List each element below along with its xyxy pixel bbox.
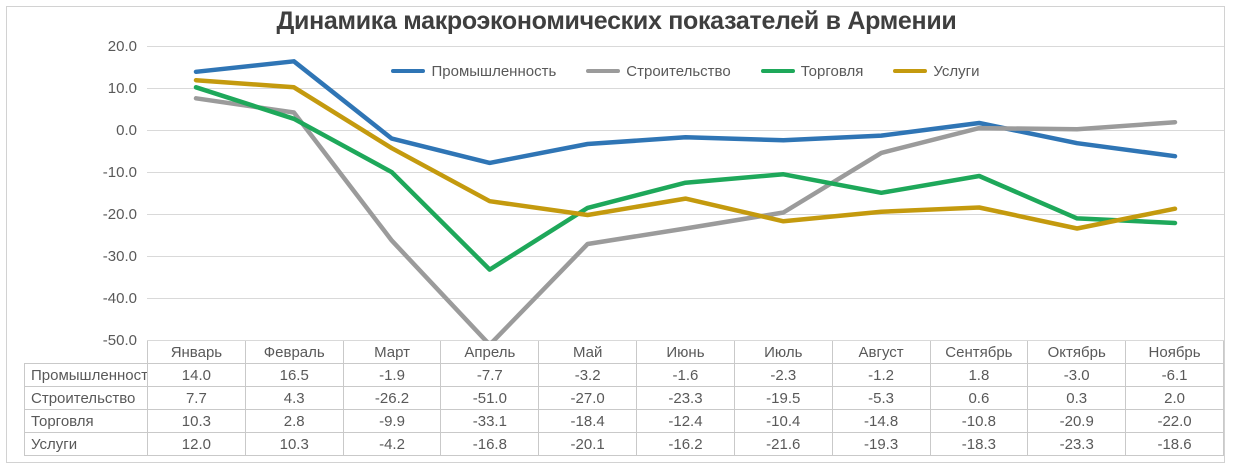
value-cell: -23.3: [1027, 432, 1127, 456]
value-cell: -1.6: [636, 363, 735, 387]
value-cell: -3.2: [538, 363, 638, 387]
table-row: Услуги 12.0 10.3 -4.2 -16.8 -20.1 -16.2 -21.6 -1…: [24, 432, 1224, 456]
table-row: Торговля 10.3 2.8 -9.9 -33.1 -18.4 -12.4 -10.4-…: [24, 409, 1224, 433]
y-axis-label: 20.0: [107, 37, 137, 55]
value-cell: -12.4: [636, 409, 735, 433]
series-label-cell: Промышленность: [24, 363, 148, 387]
legend-label: Торговля: [800, 62, 864, 80]
y-axis-label: -50.0: [102, 331, 137, 349]
legend-line-swatch: [760, 69, 795, 73]
value-cell: -20.1: [538, 432, 638, 456]
value-cell: -18.4: [538, 409, 638, 433]
value-cell: 1.8: [929, 363, 1029, 387]
y-axis-label: 10.0: [107, 79, 137, 97]
value-cell: -19.3: [831, 432, 931, 456]
legend-label: Услуги: [933, 62, 980, 80]
value-cell: 0.3: [1027, 386, 1127, 410]
month-header-cell: Февраль: [244, 340, 344, 364]
value-cell: -26.2: [342, 386, 442, 410]
month-header-cell: Август: [831, 340, 931, 364]
value-cell: -5.3: [831, 386, 931, 410]
value-cell: -18.6: [1125, 432, 1224, 456]
value-cell: -20.9: [1027, 409, 1127, 433]
month-header-cell: Сентябрь: [929, 340, 1029, 364]
value-cell: -33.1: [440, 409, 540, 433]
month-header-cell: Март: [342, 340, 442, 364]
value-cell: 10.3: [244, 432, 344, 456]
value-cell: -1.2: [831, 363, 931, 387]
value-cell: -16.2: [636, 432, 735, 456]
series-label-cell: Торговля: [24, 409, 148, 433]
table-corner-cell: [25, 341, 148, 364]
value-cell: -6.1: [1125, 363, 1224, 387]
table-header-row: Январь Февраль Март Апрель Май Июнь Июль Август…: [25, 340, 1224, 364]
value-cell: -7.7: [440, 363, 540, 387]
value-cell: 2.0: [1125, 386, 1224, 410]
table-row: Промышленность 14.0 16.5 -1.9 -7.7 -3.2 -1.6 -2…: [24, 363, 1224, 387]
legend-label: Промышленность: [431, 62, 557, 80]
value-cell: -4.2: [342, 432, 442, 456]
value-cell: -18.3: [929, 432, 1029, 456]
chart-legend: Промышленность Строительство Торговля Услуг…: [147, 61, 1224, 81]
month-header-cell: Май: [538, 340, 638, 364]
series-label-cell: Услуги: [24, 432, 148, 456]
value-cell: -22.0: [1125, 409, 1224, 433]
value-cell: -10.8: [929, 409, 1029, 433]
y-axis-label: -20.0: [102, 205, 137, 223]
month-header-cell: Апрель: [440, 340, 540, 364]
legend-line-swatch: [893, 69, 928, 73]
y-axis-label: 0.0: [116, 121, 137, 139]
y-axis-label: -40.0: [102, 289, 137, 307]
data-table: Январь Февраль Март Апрель Май Июнь Июль Август…: [24, 340, 1224, 456]
y-axis-label: -30.0: [102, 247, 137, 265]
value-cell: -19.5: [733, 386, 833, 410]
month-header-cell: Ноябрь: [1125, 340, 1224, 364]
series-line: [193, 85, 1178, 272]
value-cell: 10.3: [147, 409, 246, 433]
value-cell: -27.0: [538, 386, 638, 410]
value-cell: -51.0: [440, 386, 540, 410]
value-cell: 4.3: [244, 386, 344, 410]
table-row: Строительство 7.7 4.3 -26.2 -51.0 -27.0 -23.3-…: [24, 386, 1224, 410]
value-cell: -10.4: [733, 409, 833, 433]
legend-item: Промышленность: [391, 63, 556, 80]
value-cell: 12.0: [147, 432, 246, 456]
value-cell: 7.7: [147, 386, 246, 410]
value-cell: -1.9: [342, 363, 442, 387]
value-cell: -9.9: [342, 409, 442, 433]
chart-title: Динамика макроэкономических показателей …: [276, 7, 957, 35]
month-header-cell: Июль: [733, 340, 833, 364]
series-line: [193, 96, 1178, 341]
series-line: [193, 77, 1178, 231]
value-cell: -23.3: [636, 386, 735, 410]
month-header-cell: Июнь: [636, 340, 735, 364]
value-cell: 0.6: [929, 386, 1029, 410]
legend-item: Услуги: [893, 62, 980, 80]
month-header-cell: Январь: [147, 340, 246, 364]
value-cell: -14.8: [831, 409, 931, 433]
y-axis-label: -10.0: [102, 163, 137, 181]
value-cell: -2.3: [733, 363, 833, 387]
legend-label: Строительство: [626, 62, 731, 80]
value-cell: 2.8: [244, 409, 344, 433]
value-cell: -3.0: [1027, 363, 1127, 387]
month-header-cell: Октябрь: [1027, 340, 1127, 364]
legend-line-swatch: [586, 69, 621, 73]
value-cell: -21.6: [733, 432, 833, 456]
value-cell: 16.5: [244, 363, 344, 387]
legend-item: Строительство: [586, 62, 731, 80]
value-cell: 14.0: [147, 363, 246, 387]
legend-item: Торговля: [760, 62, 864, 80]
series-label-cell: Строительство: [24, 386, 148, 410]
legend-line-swatch: [391, 69, 426, 73]
value-cell: -16.8: [440, 432, 540, 456]
